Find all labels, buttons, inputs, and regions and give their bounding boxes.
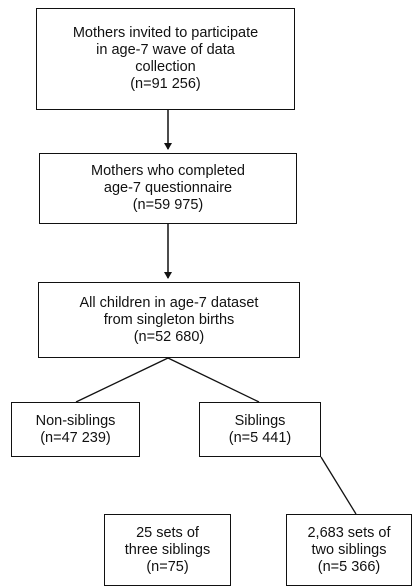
two-line-2: two siblings (311, 541, 387, 558)
invited-line-2: in age-7 wave of data (96, 42, 235, 58)
non-siblings-box: Non-siblings (n=47 239) (11, 402, 140, 457)
invited-line-1: Mothers invited to participate (72, 25, 259, 41)
two-siblings-box: 2,683 sets of two siblings (n=5 366) (286, 514, 412, 586)
completed-line-1: Mothers who completed (91, 163, 245, 179)
invited-mothers-box: Mothers invited to participate in age-7 … (36, 8, 295, 110)
branch-to-two-siblings (320, 456, 357, 515)
completed-questionnaire-box: Mothers who completed age-7 questionnair… (39, 153, 297, 224)
three-count: (n=75) (146, 558, 189, 575)
invited-line-3: collection (135, 59, 196, 75)
sib-label: Siblings (234, 412, 286, 429)
siblings-box: Siblings (n=5 441) (199, 402, 321, 457)
branch-to-siblings (167, 357, 260, 403)
all-line-1: All children in age-7 dataset (79, 294, 259, 311)
invited-count: (n=91 256) (130, 76, 201, 92)
nonsib-count: (n=47 239) (40, 429, 111, 446)
two-count: (n=5 366) (317, 558, 381, 575)
all-count: (n=52 680) (133, 328, 205, 345)
branch-to-nonsiblings (75, 357, 169, 403)
three-line-1: 25 sets of (136, 524, 199, 541)
all-children-box: All children in age-7 dataset from singl… (38, 282, 300, 358)
three-line-2: three siblings (124, 541, 211, 558)
completed-count: (n=59 975) (132, 197, 204, 213)
three-siblings-box: 25 sets of three siblings (n=75) (104, 514, 231, 586)
completed-line-2: age-7 questionnaire (103, 180, 233, 196)
two-line-1: 2,683 sets of (307, 524, 391, 541)
all-line-2: from singleton births (103, 311, 235, 328)
nonsib-label: Non-siblings (35, 412, 116, 429)
sib-count: (n=5 441) (228, 429, 292, 446)
